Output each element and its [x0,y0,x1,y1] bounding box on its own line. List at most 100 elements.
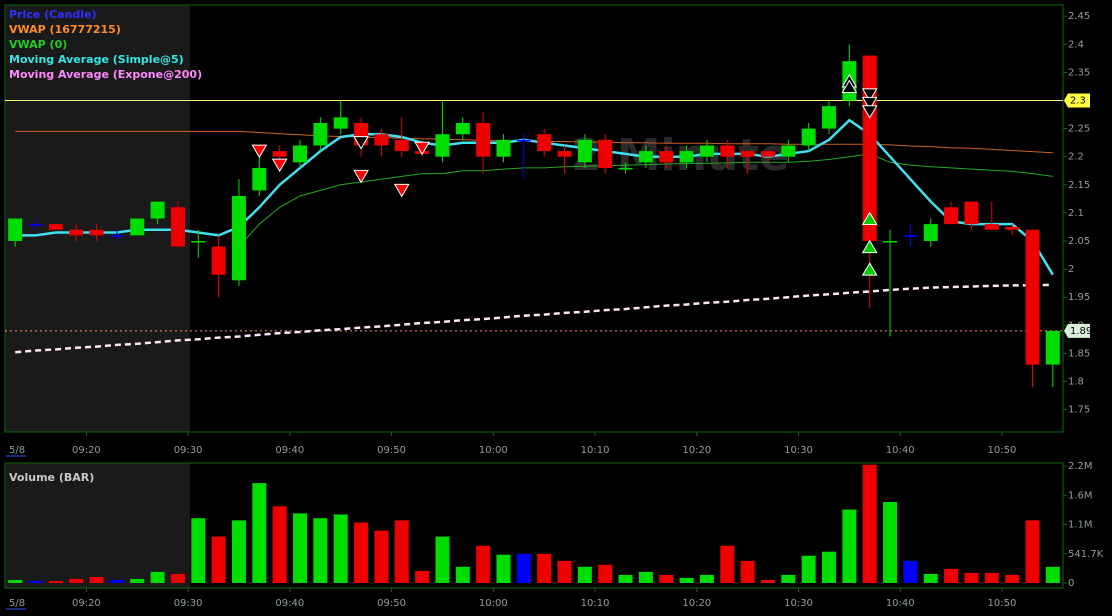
y-tick-label: 1.95 [1068,292,1090,303]
candle-body [28,224,43,226]
candle-body [618,167,633,170]
x-tick-label: 10:30 [784,598,813,609]
volume-bar [476,545,491,583]
volume-bar [48,581,63,583]
y-tick-label: 2.2 [1068,152,1084,163]
x-tick-label: 10:50 [988,598,1017,609]
x-tick-label: 09:40 [275,445,304,456]
signal-arrow [861,239,878,254]
volume-bar [557,560,572,583]
candle-body [89,229,104,236]
x-tick-label: 09:30 [174,445,203,456]
legend-entry: Price (Candle) [9,8,97,21]
y-tick-label: 1.6M [1068,490,1093,501]
candle-body [211,246,226,275]
volume-bar [984,572,999,583]
price-panel [4,4,1064,433]
volume-bar [964,572,979,583]
legend-entry: VWAP (0) [9,38,67,51]
signal-arrow [861,105,878,119]
volume-bar [659,574,674,583]
volume-bar [740,560,755,583]
volume-bar [537,553,552,583]
volume-bar [333,514,348,583]
volume-bar [1045,566,1060,583]
y-tick-label: 0 [1068,578,1074,589]
x-tick-label: 09:20 [72,598,101,609]
y-tick-label: 2.4 [1068,39,1084,50]
signal-arrow [861,88,878,102]
candle-body [130,218,145,236]
x-tick-label: 10:20 [682,445,711,456]
x-tick-label: 10:10 [581,445,610,456]
candle-body [516,139,531,142]
volume-bar [720,545,735,583]
legend-entry: VWAP (16777215) [9,23,121,36]
volume-bar [170,573,185,583]
y-tick-label: 2.35 [1068,67,1090,78]
volume-bar [1005,574,1020,583]
volume-bar [598,564,613,583]
date-label: 5/8 [9,445,25,456]
volume-bar [842,509,857,583]
volume-bar [435,536,450,583]
volume-bar [496,554,511,583]
y-tick-label: 2.05 [1068,236,1090,247]
candle-body [781,145,796,157]
volume-bar [313,518,328,583]
volume-bar [944,568,959,583]
signal-arrow [271,158,288,173]
candle-body [557,151,572,157]
volume-bar [862,464,877,583]
volume-bar [455,566,470,583]
price-label-box [1064,93,1090,108]
volume-bar [394,520,409,583]
signal-arrow [861,96,878,111]
candle-body [720,145,735,157]
candle-body [699,145,714,157]
signal-arrow [353,136,369,150]
volume-bar [516,553,531,583]
signal-arrow [861,211,878,225]
candle-body [740,151,755,157]
volume-bar [69,578,84,583]
volume-bar [374,530,389,583]
x-tick-label: 10:10 [581,598,610,609]
y-tick-label: 2.15 [1068,180,1090,191]
legend-entry: Moving Average (Expone@200) [9,68,202,81]
x-tick-label: 10:50 [988,445,1017,456]
volume-bar [89,576,104,583]
x-tick-label: 09:30 [174,598,203,609]
candle-body [1045,330,1060,365]
candle-body [598,139,613,168]
volume-bar [903,560,918,583]
price-label: 2.3 [1070,96,1086,107]
indicator-line [15,118,1054,276]
candle-body [191,240,206,243]
signal-arrow [841,79,858,93]
x-tick-label: 10:30 [784,445,813,456]
candle-body [903,235,918,237]
volume-bar [822,551,837,583]
volume-bar [150,571,165,583]
premarket-shade [5,463,190,588]
x-tick-label: 09:50 [377,445,406,456]
candle-body [272,151,287,157]
volume-bar [252,483,267,583]
volume-bar [211,536,226,583]
x-tick-label: 10:40 [886,598,915,609]
volume-bar [293,513,308,583]
date-label: 5/8 [9,598,25,609]
candle-body [883,240,898,243]
candle-body [374,134,389,146]
x-tick-label: 09:20 [72,445,101,456]
candle-body [679,151,694,163]
candle-body [333,117,348,129]
y-tick-label: 541.7K [1068,549,1104,560]
volume-bar [8,579,23,583]
candle-body [923,224,938,241]
volume-bar [1025,520,1040,583]
x-tick-label: 10:40 [886,445,915,456]
candle-body [293,145,308,163]
